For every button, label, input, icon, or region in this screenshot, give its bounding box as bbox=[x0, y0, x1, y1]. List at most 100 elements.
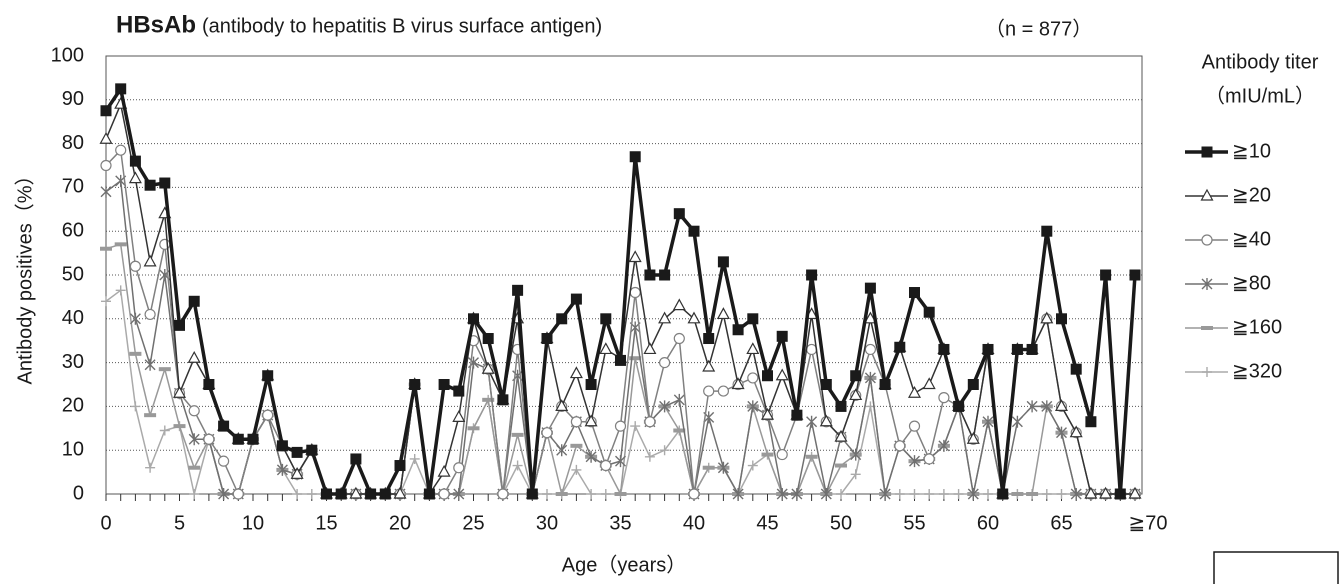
marker bbox=[982, 415, 994, 428]
marker bbox=[687, 311, 701, 324]
marker bbox=[775, 368, 789, 381]
marker bbox=[659, 400, 671, 413]
marker bbox=[542, 489, 552, 499]
marker bbox=[1054, 399, 1069, 411]
marker bbox=[953, 489, 964, 499]
marker bbox=[144, 179, 156, 191]
marker bbox=[1041, 400, 1053, 413]
marker bbox=[849, 388, 863, 401]
x-tick-label: 15 bbox=[315, 512, 337, 534]
marker bbox=[453, 385, 465, 397]
marker bbox=[747, 372, 759, 384]
marker bbox=[732, 324, 744, 336]
series-line bbox=[105, 103, 1135, 495]
marker bbox=[144, 308, 156, 321]
marker bbox=[673, 428, 686, 433]
marker bbox=[673, 393, 685, 406]
marker bbox=[203, 379, 215, 390]
marker bbox=[158, 367, 171, 372]
marker bbox=[614, 492, 627, 496]
marker bbox=[481, 361, 495, 374]
marker bbox=[673, 208, 685, 220]
marker bbox=[644, 451, 655, 462]
marker bbox=[747, 313, 759, 325]
marker bbox=[453, 488, 465, 500]
marker bbox=[630, 421, 641, 432]
marker bbox=[850, 469, 861, 480]
marker bbox=[967, 379, 979, 390]
legend-label: ≧320 bbox=[1232, 360, 1282, 382]
marker bbox=[497, 394, 509, 406]
marker bbox=[761, 452, 774, 457]
marker bbox=[1070, 488, 1082, 500]
marker bbox=[143, 254, 157, 267]
x-tick-label: 45 bbox=[756, 512, 778, 534]
marker bbox=[982, 343, 994, 355]
marker bbox=[658, 357, 671, 369]
marker bbox=[188, 433, 200, 446]
marker bbox=[276, 463, 288, 476]
marker bbox=[144, 413, 157, 418]
marker bbox=[894, 489, 905, 499]
marker bbox=[834, 429, 848, 442]
marker bbox=[923, 453, 935, 465]
marker bbox=[1070, 363, 1082, 375]
marker bbox=[571, 464, 582, 475]
marker bbox=[129, 260, 141, 272]
marker bbox=[437, 464, 451, 477]
annotation: （n = 877） bbox=[985, 17, 1092, 40]
marker bbox=[172, 386, 187, 398]
marker bbox=[747, 460, 758, 471]
marker bbox=[702, 465, 715, 470]
y-tick-label: 10 bbox=[62, 438, 84, 460]
marker bbox=[600, 313, 612, 325]
series-line bbox=[104, 87, 1137, 496]
marker bbox=[262, 370, 274, 382]
marker bbox=[218, 420, 230, 432]
marker bbox=[894, 341, 906, 353]
marker bbox=[423, 488, 435, 500]
marker bbox=[1026, 343, 1038, 355]
marker bbox=[836, 489, 846, 499]
marker bbox=[703, 385, 715, 397]
y-tick-label: 50 bbox=[62, 263, 84, 285]
y-tick-label: 90 bbox=[62, 88, 84, 110]
marker bbox=[452, 410, 466, 422]
legend-marker bbox=[1201, 278, 1213, 290]
marker bbox=[966, 432, 980, 444]
marker bbox=[599, 342, 613, 355]
corner-box bbox=[1213, 551, 1339, 584]
marker bbox=[188, 465, 201, 470]
marker bbox=[497, 488, 509, 500]
marker bbox=[349, 486, 363, 499]
y-tick-label: 100 bbox=[51, 44, 84, 66]
marker bbox=[673, 332, 685, 345]
marker bbox=[247, 433, 259, 445]
marker bbox=[306, 489, 317, 499]
marker bbox=[732, 488, 744, 500]
marker bbox=[909, 455, 920, 468]
marker bbox=[658, 311, 672, 324]
marker bbox=[938, 343, 950, 355]
marker bbox=[321, 488, 332, 500]
marker bbox=[365, 488, 377, 500]
marker bbox=[731, 377, 745, 390]
legend-label: ≧10 bbox=[1232, 140, 1271, 162]
marker bbox=[629, 286, 641, 299]
marker bbox=[835, 400, 847, 412]
marker bbox=[879, 379, 891, 390]
marker bbox=[335, 488, 347, 500]
marker bbox=[188, 295, 200, 307]
marker bbox=[614, 420, 627, 432]
series bbox=[100, 83, 1141, 500]
marker bbox=[716, 307, 730, 320]
marker bbox=[467, 426, 480, 431]
marker bbox=[615, 455, 626, 468]
marker bbox=[569, 366, 583, 379]
marker bbox=[907, 386, 922, 398]
y-tick-label: 20 bbox=[62, 395, 84, 417]
marker bbox=[805, 343, 818, 356]
marker bbox=[600, 459, 612, 472]
marker bbox=[688, 488, 700, 500]
